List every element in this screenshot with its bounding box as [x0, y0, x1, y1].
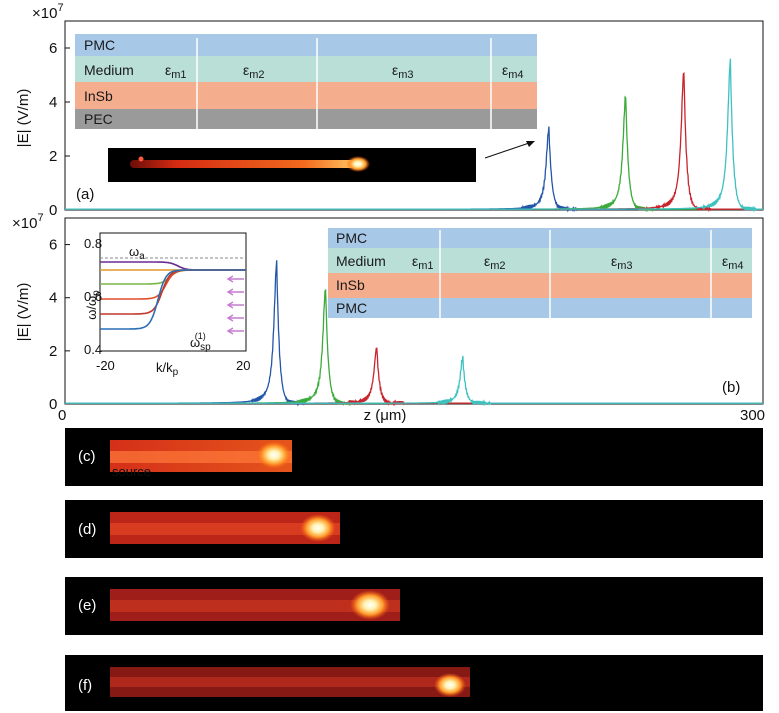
layer-label-insb-b: InSb: [336, 277, 365, 293]
eps-m1-a: εm1: [165, 62, 187, 81]
ytick-label-4: 4: [49, 290, 57, 307]
snapshot-label-e: (e): [78, 597, 96, 614]
layer-medium-a: [75, 56, 537, 82]
xtick-0: 0: [58, 407, 66, 424]
panel-a-label: (a): [76, 186, 94, 203]
inset-arrow-a: [484, 141, 533, 159]
transition-arrow-5: [226, 327, 244, 335]
eps-m2-a: εm2: [243, 62, 265, 81]
transition-arrow-1: [226, 275, 244, 283]
field-curve-3: [65, 347, 763, 407]
layer-insb-a: [75, 82, 537, 109]
ytick-label-6: 6: [49, 237, 57, 254]
layer-label-medium-b: Medium: [336, 253, 386, 269]
layer-label-insb-a: InSb: [84, 88, 113, 104]
eps-m4-b: εm4: [722, 253, 744, 272]
inset-ylabel: ω/ωp: [84, 290, 102, 320]
ytick-label-0: 0: [49, 396, 57, 413]
eps-m2-b: εm2: [484, 253, 506, 272]
dispersion-inset: 0.8 0.6 0.4 -20 20 k/kp ω/ωp ωa ωsp(1): [84, 232, 250, 378]
snapshot-f: (f): [65, 655, 763, 711]
inset-ytick-0.6: 0.6: [84, 289, 102, 304]
layer-label-pmc-a: PMC: [84, 37, 115, 53]
panel-b-curves: [65, 260, 763, 407]
ytick-label-6: 6: [49, 40, 57, 57]
panel-b-axes: [64, 217, 764, 405]
ytick-label-0: 0: [49, 202, 57, 219]
panel-b: ×107 0 2 4 6 |E| (V/m) 0 300 z (μm) PMC Med…: [12, 212, 765, 424]
layer-diagram-b: PMC Medium InSb PMC εm1 εm2 εm3 εm4: [328, 228, 752, 318]
snapshots: (c) source (d) (e) (f): [65, 428, 763, 711]
eps-m3-a: εm3: [392, 62, 414, 81]
snapshot-label-c: (c): [78, 448, 96, 465]
ytick-label-2: 2: [49, 343, 57, 360]
ytick-label-2: 2: [49, 148, 57, 165]
layer-pec-a: [75, 109, 537, 129]
dispersion-curve-6: [100, 269, 246, 330]
snapshot-d: (d): [65, 500, 763, 558]
snapshot-e: (e): [65, 577, 763, 635]
ytick-label-4: 4: [49, 94, 57, 111]
xtick-300: 300: [740, 407, 765, 424]
panel-a-curves: [65, 58, 763, 213]
field-curve-4: [65, 58, 763, 213]
eps-m1-b: εm1: [412, 253, 434, 272]
panel-a-multiplier: ×107: [32, 2, 64, 22]
field-curve-4: [65, 355, 763, 407]
inset-xtick-20: 20: [236, 358, 250, 373]
panel-b-label: (b): [722, 379, 740, 396]
transition-arrow-3: [226, 301, 244, 309]
panel-b-xlabel: z (μm): [364, 407, 407, 424]
panel-b-ylabel: |E| (V/m): [15, 283, 32, 342]
snapshot-inset-a: [108, 148, 476, 182]
eps-m3-b: εm3: [611, 253, 633, 272]
layer-label-pec-a: PEC: [84, 111, 113, 127]
inset-xlabel: k/kp: [156, 360, 179, 378]
source-label: source: [112, 464, 151, 479]
panel-a: ×107 0 2 4 6 |E| (V/m) PMC Medium InSb PEC …: [15, 2, 764, 219]
omega-a-label: ωa: [129, 244, 145, 262]
snapshot-c: (c) source: [65, 428, 763, 486]
eps-m4-a: εm4: [502, 62, 524, 81]
omega-sp-label: ωsp(1): [190, 331, 211, 353]
layer-pmc-a: [75, 34, 537, 56]
snapshot-label-f: (f): [78, 677, 92, 694]
layer-diagram-a: PMC Medium InSb PEC εm1 εm2 εm3 εm4: [75, 34, 537, 129]
transition-arrow-2: [226, 288, 244, 296]
transition-arrow-4: [226, 314, 244, 322]
layer-label-medium-a: Medium: [84, 62, 134, 78]
inset-ytick-0.4: 0.4: [84, 342, 102, 357]
inset-ytick-0.8: 0.8: [84, 236, 102, 251]
panel-a-ylabel: |E| (V/m): [15, 89, 32, 148]
panel-b-multiplier: ×107: [12, 212, 44, 232]
snapshot-label-d: (d): [78, 521, 96, 538]
layer-label-pmc-b-top: PMC: [336, 230, 367, 246]
panel-b-yticks: 0 2 4 6: [49, 237, 70, 413]
panel-a-yticks: 0 2 4 6: [49, 40, 70, 219]
inset-xtick-neg20: -20: [96, 358, 115, 373]
panel-a-axes: [64, 20, 764, 211]
layer-label-pmc-b-bottom: PMC: [336, 300, 367, 316]
